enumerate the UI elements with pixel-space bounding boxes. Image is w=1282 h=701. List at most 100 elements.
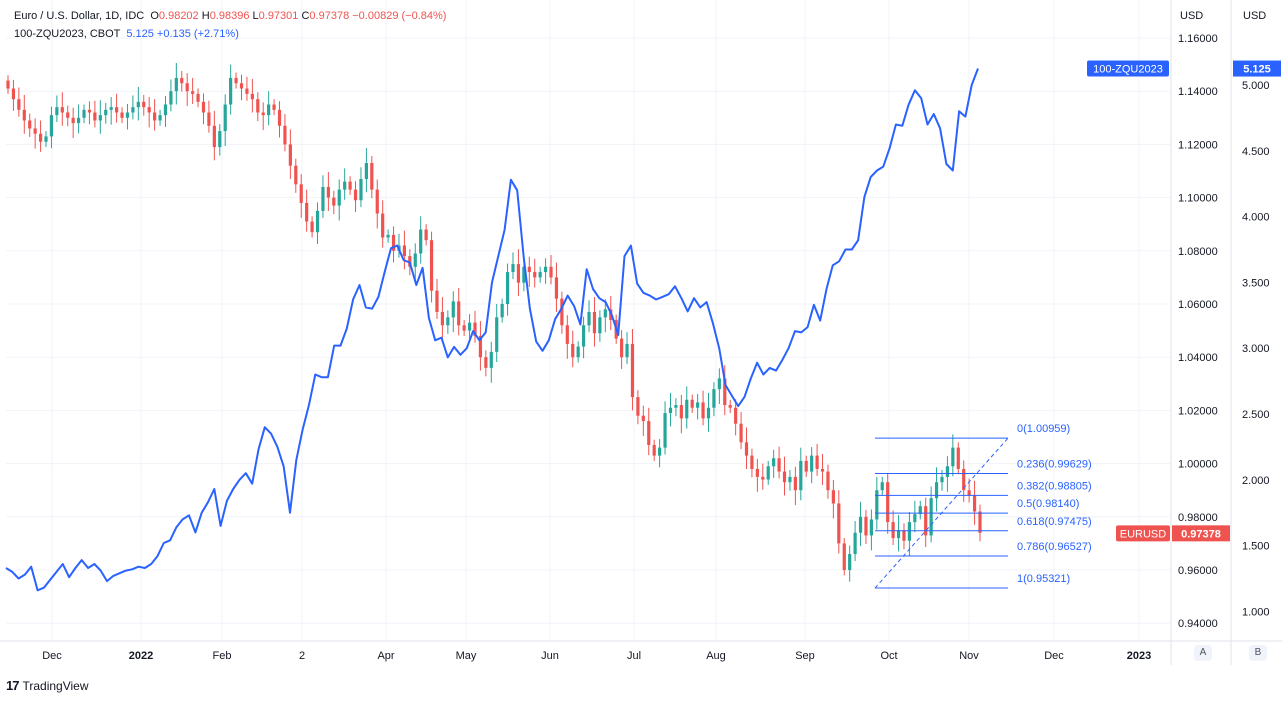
- time-axis[interactable]: Dec 2022 Feb 2 Apr May Jun Jul Aug Sep Oct Nov Dec 20…: [42, 650, 1151, 662]
- candle: [38, 120, 43, 152]
- eurusd-tag: EURUSD 0.97378: [1116, 525, 1230, 542]
- time-axis-tick: Jun: [541, 650, 559, 662]
- legend-high-label: H: [201, 10, 210, 22]
- candle: [11, 80, 16, 111]
- candle: [815, 443, 819, 476]
- candle: [60, 92, 64, 126]
- fibonacci-retracement[interactable]: 0(1.00959) 0.236(0.99629) 0.382(0.98805) 0.…: [874, 423, 1092, 589]
- candle: [201, 93, 206, 125]
- candle: [326, 172, 330, 211]
- candle: [348, 176, 352, 195]
- left-axis-tick: 1.08000: [1178, 246, 1218, 258]
- candle: [44, 131, 48, 148]
- candle: [630, 329, 635, 411]
- candle: [473, 310, 477, 343]
- candle: [413, 243, 417, 282]
- right-axis-tick: 3.500: [1242, 277, 1270, 289]
- candle: [793, 466, 797, 506]
- candle: [402, 230, 407, 270]
- candle: [163, 95, 168, 127]
- candle: [810, 447, 814, 484]
- candle: [581, 316, 586, 359]
- candle: [245, 76, 249, 101]
- time-axis-tick: Jul: [627, 650, 641, 662]
- candle: [419, 216, 423, 264]
- candle: [538, 266, 542, 283]
- candle: [668, 392, 673, 427]
- candle: [679, 394, 683, 434]
- candle: [978, 504, 982, 542]
- price-axes[interactable]: 1.16000 1.14000 1.12000 1.10000 1.08000 1.060…: [0, 0, 1282, 665]
- left-axis-unit: USD: [1180, 10, 1204, 22]
- fib-level-label: 0.786(0.96527): [1017, 541, 1092, 553]
- candle: [858, 501, 863, 547]
- candle: [761, 463, 765, 490]
- candle: [766, 460, 770, 485]
- time-axis-tick: Sep: [795, 650, 815, 662]
- candle: [125, 103, 130, 130]
- overlay-series-legend[interactable]: 100-ZQU2023, CBOT 5.125 +0.135 (+2.71%): [14, 28, 239, 40]
- candle: [505, 263, 510, 316]
- candle: [934, 467, 939, 512]
- candle: [744, 427, 749, 469]
- main-series-legend[interactable]: Euro / U.S. Dollar, 1D, IDC O0.98202 H0.…: [14, 10, 446, 22]
- legend-symbol: Euro / U.S. Dollar, 1D, IDC: [14, 10, 145, 22]
- time-axis-tick: May: [456, 650, 477, 662]
- eurusd-candles: [6, 63, 982, 582]
- candle: [625, 332, 629, 365]
- time-axis-tick: Nov: [959, 650, 979, 662]
- candle: [956, 442, 960, 475]
- candle: [636, 390, 640, 425]
- candle: [33, 118, 37, 149]
- candle: [381, 200, 385, 248]
- candle: [864, 509, 868, 544]
- candle: [652, 439, 656, 461]
- candle: [804, 455, 808, 477]
- tag-label-bg: [1116, 525, 1170, 542]
- left-axis-tick: 1.00000: [1178, 459, 1218, 471]
- candle: [22, 94, 26, 134]
- candle: [386, 229, 390, 243]
- candle: [549, 255, 553, 285]
- legend-low-value: 0.97301: [258, 10, 299, 22]
- legend-close-label: C: [301, 10, 310, 22]
- fib-level-label: 0.382(0.98805): [1017, 480, 1092, 492]
- left-axis-tick: 1.12000: [1178, 139, 1218, 151]
- candle: [495, 304, 499, 362]
- candle: [467, 314, 472, 343]
- left-axis-tick: 1.06000: [1178, 299, 1218, 311]
- time-axis-tick: Dec: [42, 650, 62, 662]
- tag-value-bg: [1172, 525, 1230, 542]
- candle: [153, 99, 157, 131]
- left-axis-tick: 0.94000: [1178, 618, 1218, 630]
- candle: [734, 399, 738, 436]
- candle: [489, 341, 493, 383]
- zqu2023-series: [5, 68, 979, 592]
- tag-label-bg: [1087, 60, 1169, 77]
- scale-a-button[interactable]: A: [1194, 645, 1212, 661]
- candle: [353, 181, 358, 212]
- tradingview-brand[interactable]: 17 TradingView: [6, 678, 89, 693]
- right-axis-tick: 3.000: [1242, 343, 1270, 355]
- candle: [136, 86, 140, 121]
- tag-value-bg: [1233, 60, 1281, 77]
- candle: [907, 512, 912, 556]
- candle: [76, 104, 81, 134]
- candle: [6, 75, 10, 94]
- candle: [576, 341, 580, 363]
- time-axis-tick: Aug: [706, 650, 726, 662]
- candle: [598, 310, 602, 342]
- candle: [647, 407, 651, 456]
- scale-b-button[interactable]: B: [1249, 645, 1267, 661]
- time-axis-tick: Apr: [377, 650, 394, 662]
- candle: [896, 515, 901, 552]
- left-axis-tick: 1.02000: [1178, 405, 1218, 417]
- candle: [272, 99, 276, 116]
- left-axis-tick: 1.14000: [1178, 86, 1218, 98]
- candle: [332, 190, 336, 215]
- price-tags: 100-ZQU2023 5.125 EURUSD 0.97378: [1087, 60, 1281, 542]
- candle: [142, 94, 146, 116]
- right-axis-tick: 1.500: [1242, 541, 1270, 553]
- candle: [902, 523, 906, 550]
